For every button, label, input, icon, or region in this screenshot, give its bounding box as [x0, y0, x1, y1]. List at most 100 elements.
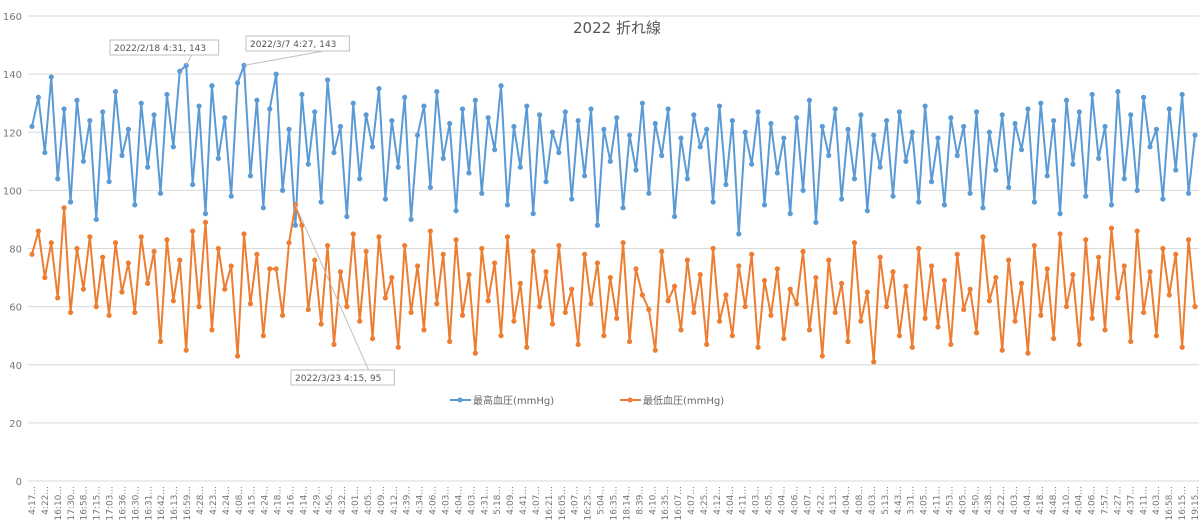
data-point: [414, 263, 421, 269]
data-point: [941, 202, 948, 208]
data-point: [774, 170, 780, 176]
data-point: [145, 280, 151, 286]
data-point: [55, 176, 61, 182]
x-tick-label: 4:09...: [377, 486, 387, 515]
data-point: [524, 344, 530, 350]
data-point: [710, 245, 716, 252]
data-point: [504, 234, 511, 240]
data-point: [524, 103, 530, 109]
data-point: [170, 144, 176, 150]
data-point: [235, 80, 241, 86]
data-point: [614, 315, 620, 321]
data-point: [575, 341, 581, 348]
x-tick-label: 4:04...: [454, 486, 464, 515]
y-tick-label: 120: [3, 128, 22, 139]
data-point: [774, 266, 780, 272]
series-line: [31, 64, 1196, 235]
data-point: [877, 254, 883, 260]
data-point: [794, 301, 800, 307]
data-point: [382, 295, 388, 301]
data-point: [543, 269, 549, 275]
x-tick-label: 4:04...: [1075, 486, 1085, 515]
data-point: [80, 158, 87, 164]
data-point: [1038, 312, 1044, 318]
x-tick-label: 4:10...: [1062, 486, 1072, 515]
data-point: [954, 251, 960, 257]
data-point: [440, 155, 446, 162]
x-tick-label: 4:04...: [777, 486, 787, 515]
data-point: [74, 245, 80, 252]
data-point: [659, 152, 665, 159]
data-point: [549, 129, 556, 135]
x-tick-label: 16:35...: [610, 486, 620, 521]
data-point: [286, 240, 292, 246]
data-point: [1173, 167, 1179, 173]
data-point: [768, 312, 774, 318]
data-point: [530, 248, 536, 255]
x-tick-label: 4:41...: [519, 486, 529, 515]
data-point: [55, 295, 61, 301]
data-point: [299, 91, 305, 98]
x-tick-label: 4:01...: [351, 486, 361, 515]
data-point: [305, 161, 311, 167]
data-point: [781, 335, 787, 342]
data-point: [485, 298, 491, 304]
data-point: [916, 199, 922, 205]
x-axis-ticks: 4:17... 4:22... 16:10... 17:30... 16:58... 17…: [28, 486, 1200, 521]
callout-text: 2022/3/7 4:27, 143: [250, 40, 336, 50]
data-point: [472, 97, 478, 103]
data-point: [344, 304, 350, 310]
data-point: [973, 109, 980, 115]
data-point: [1102, 327, 1108, 333]
data-point: [112, 240, 119, 246]
x-tick-label: 4:18...: [274, 486, 284, 515]
data-point: [260, 333, 266, 339]
data-point: [1160, 196, 1166, 202]
data-point: [736, 231, 742, 237]
data-point: [106, 312, 112, 318]
data-point: [67, 199, 74, 205]
data-point: [164, 91, 170, 98]
x-tick-label: 18:14...: [622, 486, 632, 521]
data-point: [993, 167, 999, 173]
data-point: [1051, 118, 1057, 124]
data-point: [704, 341, 710, 348]
data-point: [569, 286, 575, 292]
data-point: [324, 242, 331, 249]
x-tick-label: 4:18...: [1036, 486, 1046, 515]
data-point: [851, 176, 858, 182]
x-tick-label: 4:08...: [235, 486, 245, 515]
data-point: [601, 333, 607, 339]
data-point: [517, 164, 523, 170]
x-tick-label: 16:59...: [183, 486, 193, 521]
data-point: [466, 272, 472, 278]
callout-leader: [243, 50, 324, 66]
data-point: [67, 309, 74, 316]
data-point: [999, 112, 1005, 118]
x-tick-label: 4:03...: [467, 486, 477, 515]
data-point: [453, 208, 459, 214]
x-tick-label: 4:29...: [312, 486, 322, 515]
x-tick-label: 4:24...: [261, 486, 271, 515]
x-tick-label: 16:58...: [80, 486, 90, 521]
data-point: [254, 251, 260, 257]
data-point: [1096, 155, 1102, 162]
data-point: [871, 359, 877, 365]
data-point: [562, 109, 568, 115]
x-tick-label: 17:30...: [67, 486, 77, 521]
x-tick-label: 4:03...: [442, 486, 452, 515]
data-point: [440, 251, 446, 257]
data-point: [504, 202, 511, 208]
data-point: [1128, 338, 1134, 345]
data-point: [806, 327, 813, 333]
data-point: [312, 109, 318, 115]
data-point: [883, 304, 890, 310]
data-point: [749, 161, 755, 167]
x-tick-label: 16:25...: [584, 486, 594, 521]
data-point: [235, 353, 241, 359]
data-point: [736, 263, 742, 269]
x-tick-label: 4:11...: [1139, 486, 1149, 515]
data-point: [1031, 242, 1037, 249]
x-tick-label: 4:06...: [1088, 486, 1098, 515]
